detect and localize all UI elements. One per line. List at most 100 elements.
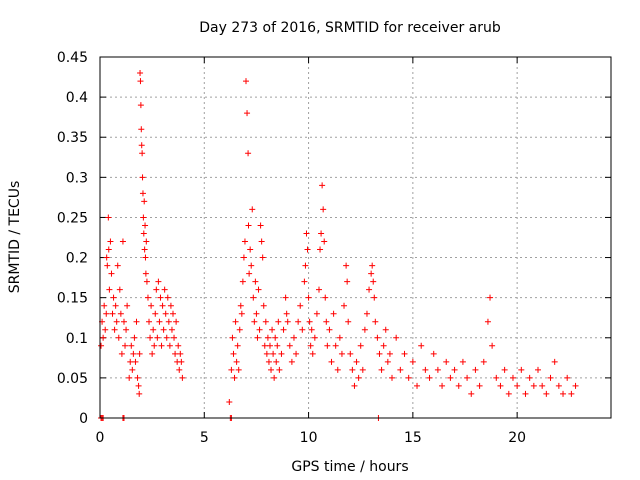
data-point [349, 366, 356, 373]
data-point [167, 302, 174, 309]
data-point [343, 262, 350, 269]
data-point [177, 350, 184, 357]
data-point [241, 238, 248, 245]
data-point [261, 342, 268, 349]
chart-title: Day 273 of 2016, SRMTID for receiver aru… [199, 20, 501, 36]
data-point [162, 310, 169, 317]
data-point [105, 246, 112, 253]
data-point [384, 358, 391, 365]
grid-lines [100, 57, 611, 418]
data-point [426, 374, 433, 381]
data-point [274, 342, 281, 349]
data-point [290, 334, 297, 341]
data-point [262, 318, 269, 325]
data-point [154, 334, 161, 341]
data-point [464, 374, 471, 381]
data-point [114, 262, 121, 269]
x-tick-label: 5 [200, 430, 209, 446]
data-point [288, 358, 295, 365]
data-point [282, 294, 289, 301]
data-point [166, 342, 173, 349]
x-tick-label: 10 [300, 430, 318, 446]
data-point [311, 334, 318, 341]
y-tick-label: 0.2 [66, 251, 88, 267]
data-point [265, 358, 272, 365]
data-point [123, 326, 130, 333]
data-point [302, 262, 309, 269]
data-point [156, 318, 163, 325]
data-point [351, 382, 358, 389]
data-point [369, 262, 376, 269]
data-point [159, 302, 166, 309]
data-point [137, 70, 144, 77]
data-point [100, 334, 107, 341]
data-point [522, 390, 529, 397]
data-point [353, 358, 360, 365]
data-point [108, 270, 115, 277]
data-point [118, 350, 125, 357]
data-point [136, 390, 143, 397]
data-point [330, 310, 337, 317]
data-point [345, 318, 352, 325]
data-point [115, 334, 122, 341]
data-point [328, 358, 335, 365]
data-point [138, 126, 145, 133]
data-point [158, 342, 165, 349]
data-point [271, 374, 278, 381]
data-point [165, 318, 172, 325]
data-point [316, 286, 322, 293]
data-point [252, 278, 259, 285]
data-point [283, 310, 290, 317]
data-point [120, 318, 127, 325]
data-point [260, 302, 267, 309]
data-point [143, 238, 150, 245]
data-point [142, 222, 149, 229]
data-point [103, 310, 110, 317]
data-point [275, 318, 282, 325]
data-point [124, 302, 131, 309]
data-point [141, 246, 148, 253]
data-point [251, 318, 258, 325]
data-point [256, 326, 263, 333]
plot-frame [99, 56, 612, 419]
data-point [110, 294, 117, 301]
data-point [286, 342, 293, 349]
data-point [139, 150, 146, 157]
y-tick-labels: 0 0.05 0.1 0.15 0.2 0.25 0.3 0.35 0.4 0.45 [57, 50, 88, 427]
data-point [134, 374, 141, 381]
y-tick-label: 0.3 [66, 170, 88, 186]
y-tick-label: 0.35 [57, 130, 88, 146]
data-point [116, 286, 123, 293]
data-point [378, 366, 385, 373]
data-point [105, 214, 112, 221]
data-point [547, 374, 554, 381]
data-point [301, 278, 308, 285]
data-point [147, 334, 154, 341]
data-point [372, 318, 379, 325]
data-point [272, 334, 279, 341]
data-point [297, 302, 304, 309]
data-point [472, 366, 479, 373]
data-point [551, 358, 558, 365]
data-point [309, 350, 316, 357]
data-point [172, 350, 179, 357]
data-point [235, 366, 242, 373]
data-points [98, 70, 579, 421]
data-point [361, 326, 368, 333]
data-point [320, 206, 327, 213]
data-point [243, 78, 249, 85]
data-point [111, 326, 118, 333]
y-tick-label: 0.1 [66, 331, 88, 347]
data-point [543, 390, 550, 397]
data-point [170, 310, 176, 317]
data-point [280, 326, 287, 333]
data-point [151, 342, 158, 349]
data-point [131, 334, 138, 341]
data-point [137, 102, 144, 109]
data-point [366, 286, 373, 293]
data-point [451, 366, 458, 373]
data-point [484, 318, 491, 325]
data-point [505, 390, 512, 397]
data-point [409, 358, 416, 365]
data-point [535, 366, 541, 373]
